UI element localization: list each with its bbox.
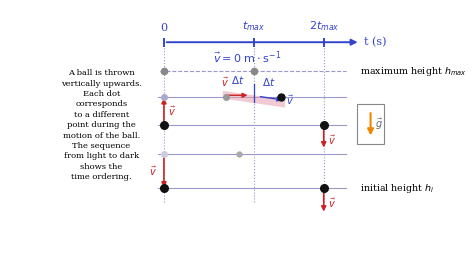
Text: $\vec{v}$: $\vec{v}$	[168, 105, 176, 118]
Text: A ball is thrown
vertically upwards.
Each dot
corresponds
to a different
point d: A ball is thrown vertically upwards. Eac…	[61, 69, 142, 181]
Text: $\vec{v}$: $\vec{v}$	[328, 197, 336, 210]
Text: $\vec{v}$: $\vec{v}$	[149, 165, 157, 178]
Text: $\vec{v}$: $\vec{v}$	[221, 75, 229, 89]
Text: $\vec{g}$: $\vec{g}$	[375, 116, 383, 132]
Text: $\vec{v} = 0\ \mathrm{m \cdot s^{-1}}$: $\vec{v} = 0\ \mathrm{m \cdot s^{-1}}$	[213, 49, 282, 66]
Text: maximum height $h_{max}$: maximum height $h_{max}$	[360, 65, 467, 78]
Text: $2t_{max}$: $2t_{max}$	[309, 20, 339, 33]
Text: initial height $h_i$: initial height $h_i$	[360, 182, 435, 195]
Text: $t_{max}$: $t_{max}$	[242, 20, 265, 33]
Text: $\Delta t$: $\Delta t$	[231, 74, 244, 86]
FancyBboxPatch shape	[357, 105, 384, 144]
Text: 0: 0	[160, 23, 167, 33]
Text: $\vec{v}$: $\vec{v}$	[328, 133, 336, 146]
Text: $\Delta t$: $\Delta t$	[262, 76, 275, 88]
Polygon shape	[223, 91, 285, 108]
Text: t (s): t (s)	[364, 37, 387, 47]
Text: $\vec{v}$: $\vec{v}$	[286, 94, 294, 107]
